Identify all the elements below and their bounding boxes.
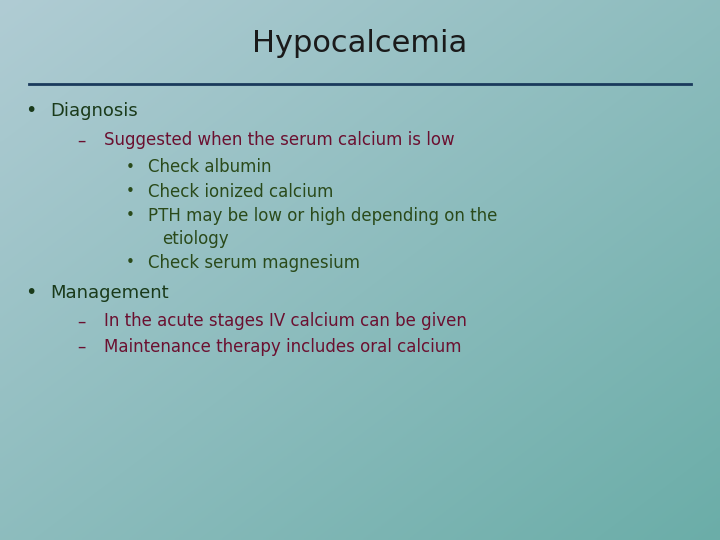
Text: •: • [25,283,37,302]
Text: Hypocalcemia: Hypocalcemia [253,29,467,58]
Text: Check serum magnesium: Check serum magnesium [148,254,359,272]
Text: •: • [25,101,37,120]
Text: •: • [126,255,135,271]
Text: •: • [126,160,135,175]
Text: Management: Management [50,284,169,302]
Text: PTH may be low or high depending on the: PTH may be low or high depending on the [148,207,497,225]
Text: –: – [77,312,86,330]
Text: Diagnosis: Diagnosis [50,102,138,120]
Text: –: – [77,338,86,356]
Text: Suggested when the serum calcium is low: Suggested when the serum calcium is low [104,131,455,150]
Text: –: – [77,131,86,150]
Text: •: • [126,184,135,199]
Text: In the acute stages IV calcium can be given: In the acute stages IV calcium can be gi… [104,312,467,330]
Text: etiology: etiology [162,230,229,248]
Text: Check ionized calcium: Check ionized calcium [148,183,333,201]
Text: •: • [126,208,135,224]
Text: Maintenance therapy includes oral calcium: Maintenance therapy includes oral calciu… [104,338,462,356]
Text: Check albumin: Check albumin [148,158,271,177]
